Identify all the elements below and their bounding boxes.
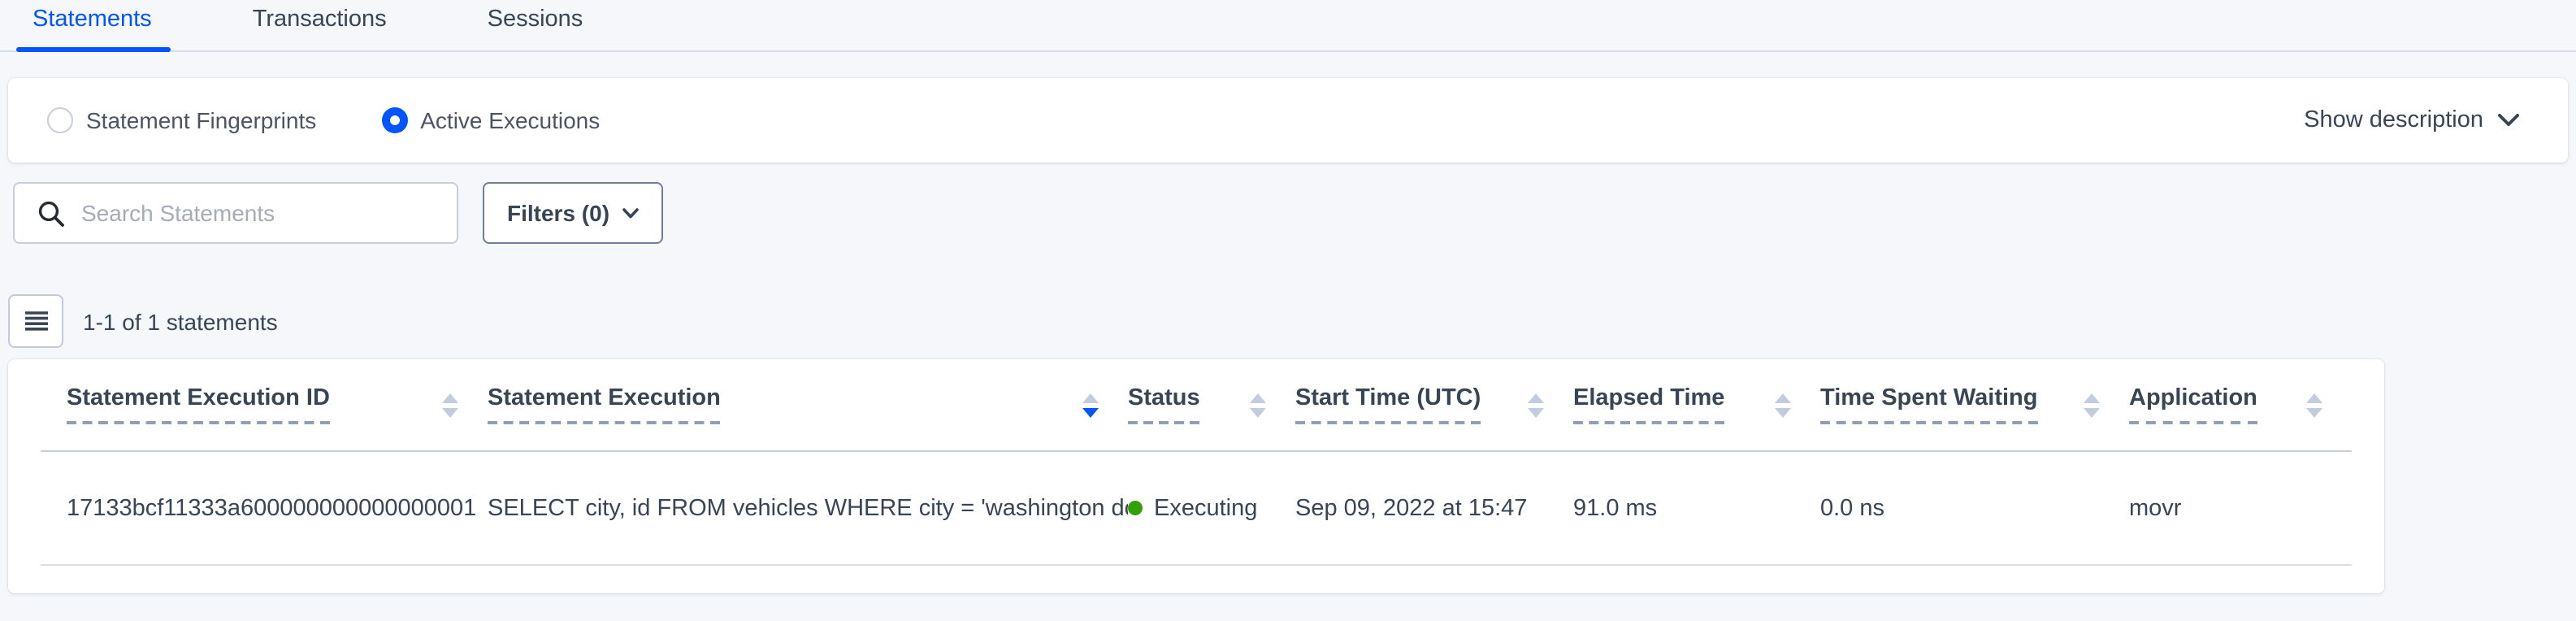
table-row[interactable]: 17133bcf11333a600000000000000001 SELECT … [41, 452, 2352, 566]
tab-statements-label: Statements [33, 7, 152, 33]
column-header-label[interactable]: Statement Execution [488, 385, 721, 424]
column-header-label[interactable]: Elapsed Time [1573, 385, 1725, 424]
column-header-status: Status [1128, 385, 1295, 424]
radio-active-executions[interactable]: Active Executions [381, 107, 600, 133]
radio-statement-fingerprints-label: Statement Fingerprints [86, 107, 317, 133]
view-mode-radio-group: Statement Fingerprints Active Executions [47, 107, 600, 133]
cell-application: movr [2129, 495, 2182, 521]
column-list-icon [24, 310, 48, 332]
column-header-start-time: Start Time (UTC) [1295, 385, 1573, 424]
column-header-label[interactable]: Status [1128, 385, 1200, 424]
statements-table: Statement Execution ID Statement Executi… [8, 359, 2384, 593]
sort-icon[interactable] [1775, 393, 1791, 417]
tab-sessions-label: Sessions [487, 7, 583, 33]
search-box[interactable] [13, 182, 458, 244]
column-header-label[interactable]: Start Time (UTC) [1295, 385, 1481, 424]
radio-active-executions-label: Active Executions [420, 107, 601, 133]
sort-icon[interactable] [2306, 393, 2322, 417]
results-summary-row: 1-1 of 1 statements [8, 294, 2576, 348]
show-description-toggle[interactable]: Show description [2304, 107, 2519, 133]
status-label: Executing [1154, 495, 1258, 521]
column-header-label[interactable]: Time Spent Waiting [1820, 385, 2038, 424]
cell-execution-id: 17133bcf11333a600000000000000001 [67, 495, 477, 521]
filters-button[interactable]: Filters (0) [483, 182, 664, 244]
column-header-label[interactable]: Application [2129, 385, 2257, 424]
column-header-statement-execution-id: Statement Execution ID [67, 385, 488, 424]
radio-unselected-icon[interactable] [47, 107, 73, 133]
view-toggle-card: Statement Fingerprints Active Executions… [8, 78, 2568, 163]
column-header-time-spent-waiting: Time Spent Waiting [1820, 385, 2129, 424]
cell-statement-execution[interactable]: SELECT city, id FROM vehicles WHERE city… [488, 495, 1128, 521]
chevron-down-icon [2498, 114, 2519, 127]
column-header-label[interactable]: Statement Execution ID [67, 385, 330, 424]
cell-status: Executing [1128, 495, 1295, 521]
sort-icon[interactable] [1528, 393, 1544, 417]
cell-start-time: Sep 09, 2022 at 15:47 [1295, 495, 1528, 521]
search-toolbar: Filters (0) [13, 182, 2576, 244]
sort-icon[interactable] [2084, 393, 2100, 417]
tabbar-divider [0, 50, 2576, 52]
active-tab-indicator [16, 47, 171, 52]
cell-time-spent-waiting: 0.0 ns [1820, 495, 1884, 521]
sort-icon[interactable] [442, 393, 458, 417]
search-input[interactable] [81, 200, 440, 226]
chevron-down-icon [622, 207, 639, 219]
tab-transactions-label: Transactions [252, 7, 387, 33]
column-header-statement-execution: Statement Execution [488, 385, 1128, 424]
search-icon [37, 199, 65, 227]
cell-elapsed-time: 91.0 ms [1573, 495, 1658, 521]
tab-transactions[interactable]: Transactions [253, 0, 387, 52]
tab-statements[interactable]: Statements [16, 0, 171, 52]
tab-sessions[interactable]: Sessions [488, 0, 583, 52]
page-tabs: Statements Transactions Sessions [0, 0, 2576, 52]
column-selector-button[interactable] [8, 294, 63, 348]
filters-button-label: Filters (0) [507, 200, 610, 226]
radio-selected-icon[interactable] [381, 107, 408, 133]
radio-statement-fingerprints[interactable]: Statement Fingerprints [47, 107, 316, 133]
show-description-label: Show description [2304, 107, 2483, 133]
column-header-application: Application [2129, 385, 2352, 424]
sort-icon[interactable] [1250, 393, 1266, 417]
sort-icon[interactable] [1082, 393, 1099, 417]
column-header-elapsed-time: Elapsed Time [1573, 385, 1820, 424]
results-summary-text: 1-1 of 1 statements [83, 308, 278, 334]
table-header-row: Statement Execution ID Statement Executi… [41, 359, 2352, 452]
executing-status-dot-icon [1128, 501, 1143, 515]
